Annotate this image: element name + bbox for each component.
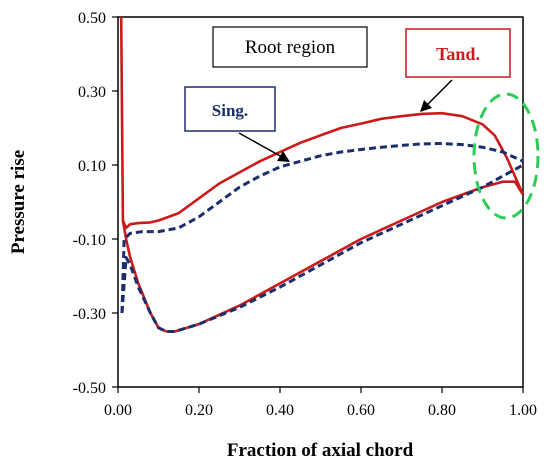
plot-frame: [117, 16, 524, 388]
single-label-box: Sing.: [184, 86, 276, 132]
y-tick-label: -0.30: [73, 306, 106, 323]
x-tick-label: 0.20: [185, 402, 213, 419]
x-tick-label: 0.00: [104, 402, 132, 419]
x-axis: 0.00 0.20 0.40 0.60 0.80 1.00: [104, 387, 537, 419]
single-label: Sing.: [212, 101, 248, 120]
series-line-tandem-upper: [119, 16, 525, 230]
x-tick-label: 0.80: [428, 402, 456, 419]
single-arrow: [238, 132, 290, 162]
region-label-box: Root region: [212, 26, 368, 68]
y-tick-label: -0.50: [73, 380, 106, 397]
y-tick-label: 0.50: [78, 10, 106, 27]
y-axis: 0.50 0.30 0.10 -0.10 -0.30 -0.50: [73, 10, 118, 397]
series-line-single-upper: [120, 142, 524, 314]
x-tick-label: 0.60: [347, 402, 375, 419]
x-tick-label: 1.00: [509, 402, 537, 419]
region-label: Root region: [245, 37, 336, 58]
tandem-arrow: [420, 79, 453, 112]
x-axis-title: Fraction of axial chord: [227, 440, 414, 461]
series-line-single-lower: [120, 163, 524, 333]
y-tick-label: 0.30: [78, 84, 106, 101]
tandem-label: Tand.: [436, 44, 480, 64]
y-tick-label: -0.10: [73, 232, 106, 249]
highlight-ellipse: [472, 92, 540, 220]
tandem-label-box: Tand.: [405, 28, 511, 78]
x-tick-label: 0.40: [266, 402, 294, 419]
y-tick-label: 0.10: [78, 158, 106, 175]
y-axis-title: Pressure rise: [8, 150, 29, 254]
